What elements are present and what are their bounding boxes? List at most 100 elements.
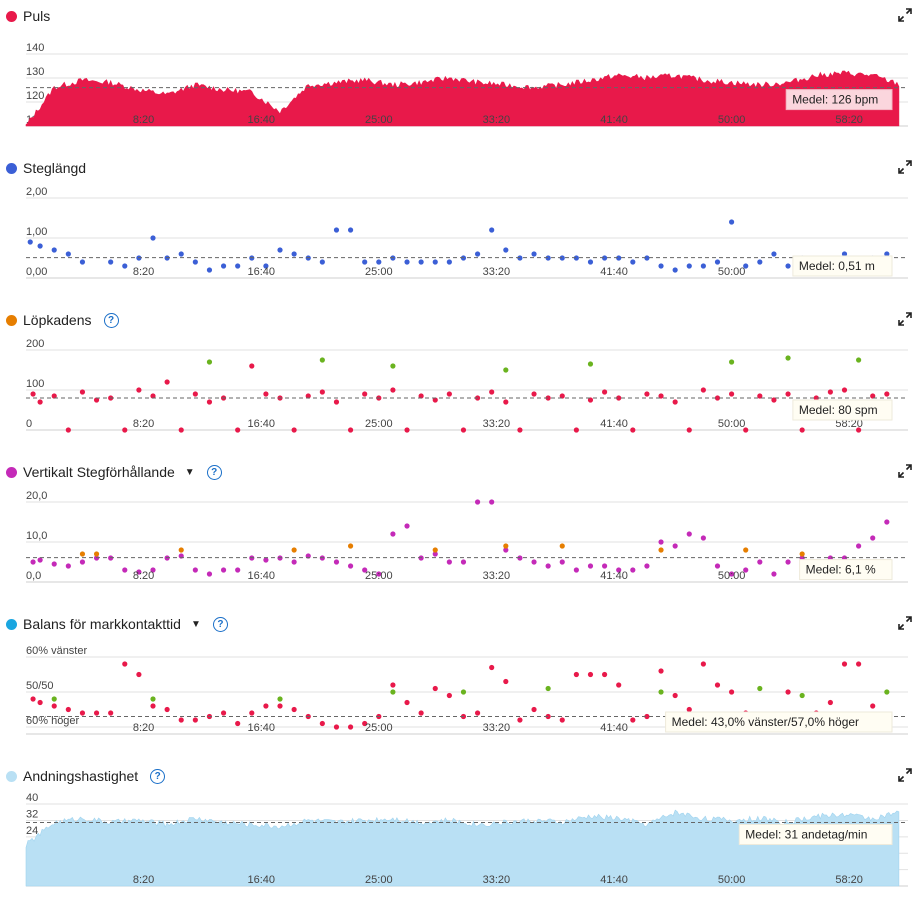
data-point bbox=[122, 427, 128, 433]
data-point bbox=[30, 696, 36, 702]
expand-icon[interactable] bbox=[898, 8, 912, 22]
data-point bbox=[277, 703, 283, 709]
data-point bbox=[220, 263, 227, 269]
data-point bbox=[757, 559, 763, 565]
x-tick-label: 16:40 bbox=[247, 874, 275, 886]
data-point bbox=[122, 661, 128, 667]
expand-icon[interactable] bbox=[898, 768, 912, 782]
dropdown-caret-icon[interactable]: ▼ bbox=[184, 466, 195, 478]
data-point bbox=[79, 551, 86, 557]
data-point bbox=[319, 357, 325, 363]
x-tick-label: 33:20 bbox=[483, 114, 511, 126]
data-point bbox=[291, 251, 297, 257]
data-point bbox=[630, 717, 636, 723]
data-point bbox=[856, 661, 862, 667]
data-point bbox=[630, 427, 636, 433]
data-point bbox=[672, 692, 678, 699]
help-icon[interactable]: ? bbox=[206, 464, 222, 480]
expand-icon[interactable] bbox=[898, 464, 912, 478]
y-tick-label: 2,00 bbox=[26, 186, 47, 198]
average-label-box bbox=[665, 711, 893, 733]
data-point bbox=[319, 720, 325, 727]
chart-title: Andningshastighet bbox=[23, 768, 139, 784]
data-point bbox=[587, 259, 594, 265]
data-point bbox=[404, 523, 410, 529]
data-point bbox=[841, 251, 848, 257]
data-point bbox=[249, 363, 255, 369]
y-tick-label: 130 bbox=[26, 66, 44, 78]
data-point bbox=[108, 710, 114, 716]
data-point bbox=[235, 720, 241, 727]
data-point bbox=[601, 255, 608, 261]
x-tick-label: 41:40 bbox=[600, 874, 628, 886]
data-point bbox=[686, 263, 692, 269]
x-tick-label: 50:00 bbox=[718, 874, 746, 886]
data-point bbox=[136, 569, 142, 575]
chart-header: Steglängd bbox=[6, 158, 86, 178]
data-point bbox=[743, 547, 749, 553]
data-point bbox=[616, 567, 622, 573]
data-point bbox=[714, 563, 721, 569]
data-point bbox=[658, 689, 664, 695]
x-tick-label: 8:20 bbox=[133, 570, 154, 582]
average-label: Medel: 80 spm bbox=[799, 403, 878, 417]
chart-panel-puls: Puls1101201301408:2016:4025:0033:2041:40… bbox=[0, 0, 922, 152]
chart-title: Löpkadens bbox=[23, 312, 92, 328]
data-point bbox=[164, 706, 170, 713]
area-series bbox=[25, 70, 900, 127]
chart-panel-andning: Andningshastighet?08162432408:2016:4025:… bbox=[0, 760, 922, 912]
data-point bbox=[771, 397, 777, 403]
data-point bbox=[333, 399, 340, 405]
data-point bbox=[573, 427, 579, 433]
chart-panel-steglangd: Steglängd 0,00 1,00 2,00 8:20 16:40 25:00 33:20… bbox=[0, 152, 922, 304]
data-point bbox=[51, 393, 57, 399]
help-icon[interactable]: ? bbox=[150, 768, 166, 784]
data-point bbox=[644, 713, 650, 720]
data-point bbox=[714, 395, 721, 401]
data-point bbox=[644, 391, 650, 397]
data-point bbox=[79, 710, 86, 716]
help-icon[interactable]: ? bbox=[103, 312, 119, 328]
data-point bbox=[108, 259, 114, 265]
chart-header: Vertikalt Stegförhållande ▼? bbox=[6, 462, 222, 482]
expand-icon[interactable] bbox=[898, 616, 912, 630]
data-point bbox=[672, 267, 678, 273]
data-point bbox=[418, 259, 424, 265]
data-point bbox=[870, 703, 876, 709]
x-tick-label: 33:20 bbox=[483, 570, 511, 582]
data-point bbox=[785, 355, 791, 361]
data-point bbox=[545, 685, 551, 692]
data-point bbox=[870, 535, 876, 541]
data-point bbox=[446, 692, 452, 699]
data-point bbox=[587, 563, 594, 569]
y-tick-label: 140 bbox=[26, 42, 44, 54]
chart-header: Balans för markkontakttid ▼? bbox=[6, 614, 228, 634]
data-point bbox=[362, 259, 368, 265]
data-point bbox=[841, 387, 848, 393]
expand-icon[interactable] bbox=[898, 312, 912, 326]
data-point bbox=[249, 710, 255, 716]
data-point bbox=[503, 399, 509, 405]
average-label-box bbox=[792, 255, 893, 277]
data-point bbox=[263, 703, 269, 709]
data-point bbox=[319, 259, 325, 265]
data-point bbox=[573, 255, 579, 261]
average-label-box bbox=[738, 823, 893, 845]
dropdown-caret-icon[interactable]: ▼ bbox=[190, 618, 201, 630]
help-icon[interactable]: ? bbox=[212, 616, 228, 632]
data-point bbox=[489, 499, 495, 505]
data-point bbox=[503, 543, 509, 549]
data-point bbox=[390, 682, 396, 688]
data-point bbox=[37, 399, 43, 405]
y-tick-label: 10,0 bbox=[26, 530, 47, 542]
area-series bbox=[25, 809, 900, 887]
chart-title: Vertikalt Stegförhållande bbox=[23, 464, 175, 480]
data-point bbox=[559, 255, 565, 261]
expand-icon[interactable] bbox=[898, 160, 912, 174]
data-point bbox=[235, 427, 241, 433]
data-point bbox=[700, 387, 706, 393]
data-point bbox=[799, 692, 805, 699]
x-tick-label: 41:40 bbox=[600, 722, 628, 734]
data-point bbox=[333, 724, 340, 730]
data-point bbox=[785, 263, 791, 269]
